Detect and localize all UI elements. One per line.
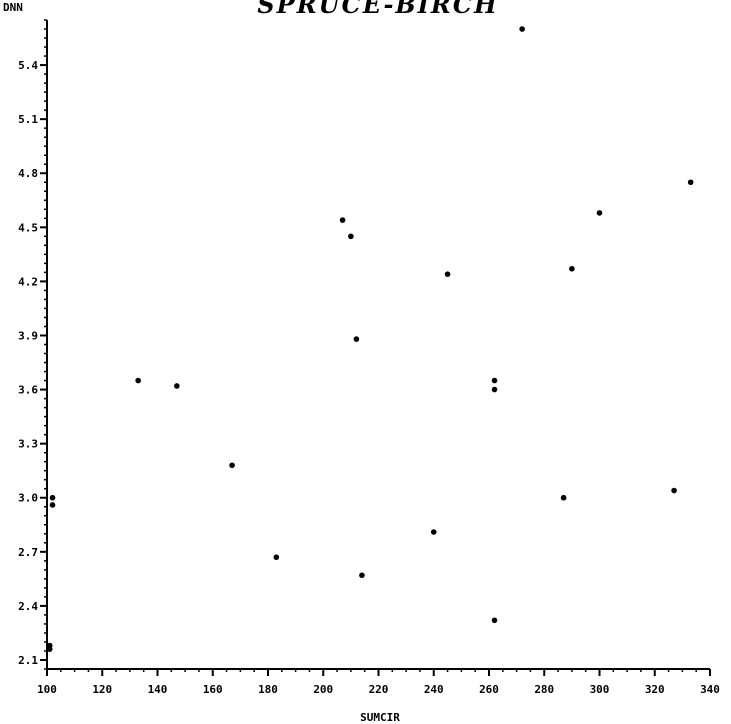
x-tick-label: 220 bbox=[369, 683, 389, 696]
y-tick-label: 3.3 bbox=[18, 438, 38, 451]
data-point bbox=[229, 462, 235, 469]
data-point bbox=[353, 336, 360, 342]
y-axis-label: DNN bbox=[3, 1, 23, 14]
data-point bbox=[174, 383, 180, 389]
y-tick-label: 3.9 bbox=[18, 329, 38, 342]
data-point bbox=[359, 572, 365, 579]
y-tick-label: 5.1 bbox=[18, 113, 38, 126]
x-tick-label: 240 bbox=[424, 683, 444, 696]
data-point bbox=[491, 377, 498, 384]
data-point bbox=[135, 377, 141, 384]
x-tick-label: 160 bbox=[203, 683, 223, 696]
x-tick-label: 100 bbox=[37, 683, 57, 696]
y-tick-label: 4.5 bbox=[18, 221, 38, 234]
x-tick-label: 260 bbox=[479, 683, 499, 696]
data-point bbox=[560, 494, 567, 501]
x-tick-label: 140 bbox=[148, 683, 168, 696]
data-point bbox=[49, 494, 56, 501]
y-tick-label: 2.1 bbox=[18, 654, 38, 667]
data-point bbox=[491, 386, 498, 393]
y-tick-label: 4.8 bbox=[18, 167, 38, 180]
data-point bbox=[687, 179, 694, 186]
data-point bbox=[596, 210, 603, 216]
x-tick-label: 300 bbox=[590, 683, 610, 696]
data-point bbox=[273, 554, 280, 561]
tick-marks bbox=[40, 19, 711, 676]
y-tick-label: 3.0 bbox=[18, 492, 38, 505]
y-tick-label: 5.4 bbox=[18, 59, 38, 72]
data-point bbox=[49, 502, 56, 508]
x-tick-label: 200 bbox=[313, 683, 333, 696]
x-tick-label: 320 bbox=[645, 683, 665, 696]
data-point bbox=[46, 646, 53, 652]
data-point bbox=[491, 617, 498, 624]
data-point bbox=[348, 233, 354, 240]
x-tick-label: 280 bbox=[534, 683, 554, 696]
x-tick-label: 180 bbox=[258, 683, 278, 696]
chart-title: SPRUCE-BIRCH bbox=[257, 0, 498, 19]
data-point bbox=[430, 529, 437, 535]
axes bbox=[46, 20, 710, 670]
data-point bbox=[671, 487, 677, 494]
y-tick-label: 3.6 bbox=[18, 384, 38, 397]
y-tick-label: 2.4 bbox=[18, 600, 38, 613]
x-axis-label: SUMCIR bbox=[360, 711, 400, 724]
data-point bbox=[569, 265, 575, 272]
x-tick-label: 120 bbox=[92, 683, 112, 696]
x-tick-label: 340 bbox=[700, 683, 720, 696]
data-point bbox=[339, 217, 346, 223]
data-point bbox=[444, 271, 451, 277]
y-tick-label: 2.7 bbox=[18, 546, 38, 559]
data-points bbox=[46, 26, 694, 652]
y-tick-label: 4.2 bbox=[18, 275, 38, 288]
tick-labels: 2.1 2.4 2.7 3.0 3.3 3.6 3.9 4.2 4.5 4.8 5.1 5.4 100 1… bbox=[18, 59, 720, 696]
data-point bbox=[519, 26, 525, 32]
